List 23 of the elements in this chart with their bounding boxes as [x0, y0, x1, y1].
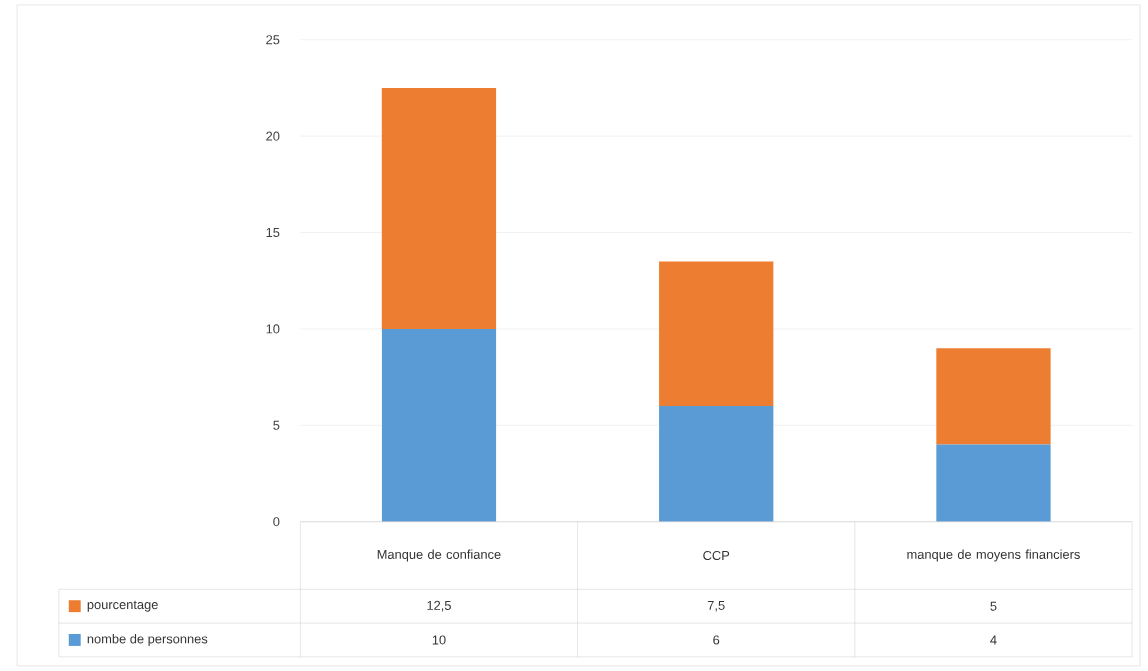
legend-label: nombe de personnes: [87, 634, 208, 647]
data-label: 5: [990, 601, 997, 611]
bar: [659, 406, 774, 522]
y-tick-label: 20: [266, 131, 280, 141]
data-label: 4: [990, 635, 997, 645]
bar: [936, 444, 1051, 522]
legend-label: pourcentage: [87, 600, 158, 612]
y-tick-label: 5: [273, 420, 280, 430]
bar: [936, 348, 1051, 445]
y-tick-label: 25: [266, 35, 280, 45]
bar: [381, 329, 497, 522]
data-label: 7,5: [707, 601, 725, 612]
y-tick-label: 15: [266, 228, 280, 238]
x-tick-label: manque de moyens financiers: [907, 549, 1080, 562]
data-label: 10: [432, 635, 446, 645]
x-tick-label: Manque de confiance: [377, 549, 501, 562]
data-label: 6: [713, 635, 720, 645]
y-tick-label: 10: [266, 324, 280, 334]
bar: [659, 261, 774, 407]
bar: [381, 88, 497, 330]
x-tick-label: CCP: [703, 551, 730, 561]
y-tick-label: 0: [273, 517, 280, 527]
data-label: 12,5: [427, 600, 451, 612]
